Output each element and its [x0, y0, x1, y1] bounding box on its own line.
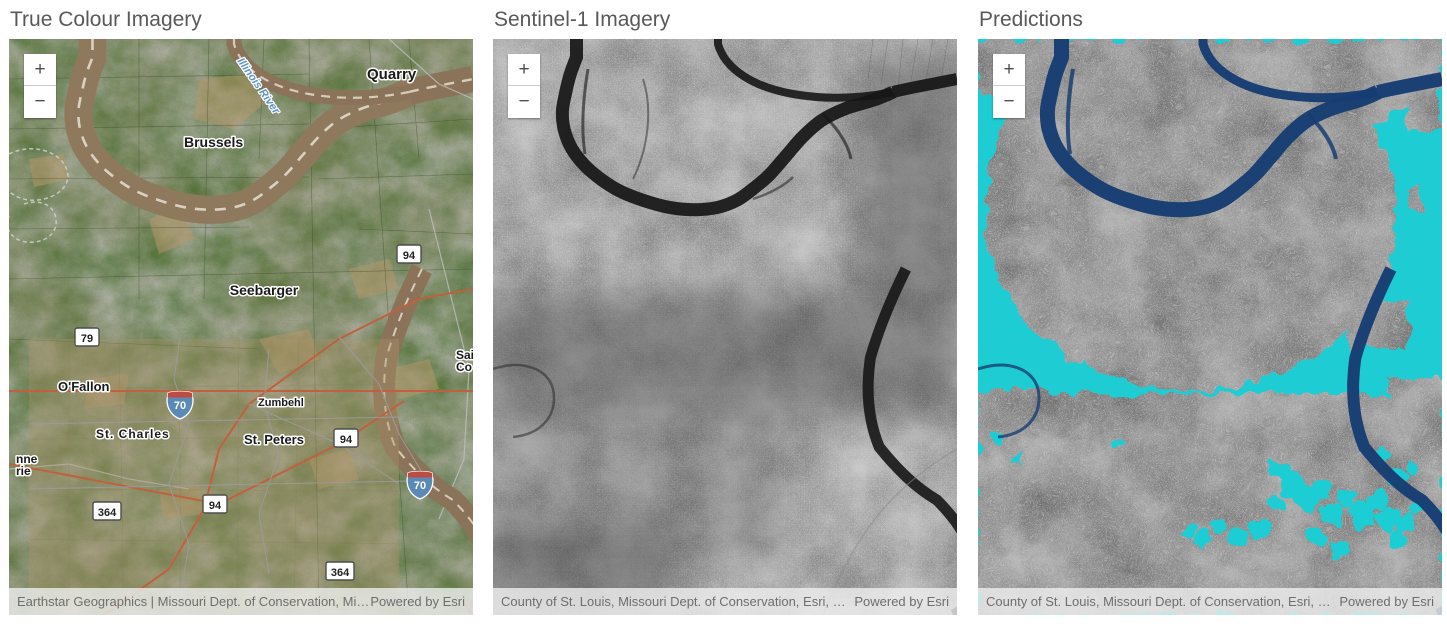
svg-text:94: 94: [340, 434, 353, 446]
svg-text:St. Peters: St. Peters: [244, 432, 304, 447]
svg-text:Seebarger: Seebarger: [230, 282, 299, 298]
svg-text:364: 364: [98, 507, 117, 519]
svg-text:Brussels: Brussels: [184, 134, 243, 150]
svg-text:O'Fallon: O'Fallon: [58, 379, 110, 394]
svg-text:Quarry: Quarry: [367, 66, 417, 83]
svg-text:94: 94: [209, 500, 222, 512]
svg-text:St. Charles: St. Charles: [96, 427, 170, 441]
svg-text:364: 364: [331, 567, 350, 579]
svg-text:rie: rie: [16, 464, 31, 478]
svg-text:Co: Co: [456, 360, 472, 374]
svg-text:94: 94: [403, 250, 416, 262]
svg-text:79: 79: [81, 333, 93, 345]
svg-text:Zumbehl: Zumbehl: [258, 397, 304, 409]
